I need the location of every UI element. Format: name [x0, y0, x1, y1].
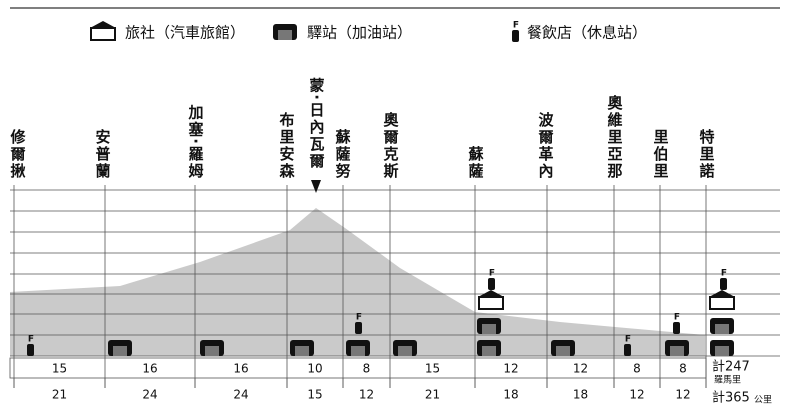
- station-door: [295, 346, 309, 356]
- legend-restaurant: 餐飲店（休息站）: [527, 24, 647, 42]
- km-label: 18: [573, 388, 588, 402]
- legend-hotel: 旅社（汽車旅館）: [125, 24, 245, 42]
- km-unit: 公里: [754, 395, 772, 406]
- town-name: 里伯里: [652, 129, 670, 180]
- station-door: [670, 346, 684, 356]
- km-label: 12: [629, 388, 644, 402]
- restaurant-icon: [720, 278, 727, 290]
- miles-label: 10: [307, 362, 322, 376]
- town-name: 奧維里亞那: [606, 94, 624, 180]
- town-name: 加塞·羅姆: [187, 104, 205, 180]
- hotel-icon: [90, 27, 116, 41]
- station-door: [715, 346, 729, 356]
- hotel-roof: [90, 21, 116, 28]
- restaurant-icon: [624, 344, 631, 356]
- station-door: [278, 30, 292, 40]
- hotel-icon: [478, 296, 504, 310]
- restaurant-icon: [355, 322, 362, 334]
- km-label: 15: [307, 388, 322, 402]
- station-door: [715, 324, 729, 334]
- station-door: [398, 346, 412, 356]
- town-name: 特里諾: [698, 128, 716, 180]
- restaurant-icon: [673, 322, 680, 334]
- town-name: 蘇薩努: [334, 128, 352, 180]
- restaurant-flag: F: [28, 335, 34, 345]
- town-name: 奧爾克斯: [382, 111, 400, 180]
- total-km: 計365: [712, 390, 750, 406]
- hotel-roof: [478, 290, 504, 297]
- miles-label: 8: [633, 362, 641, 376]
- km-label: 21: [425, 388, 440, 402]
- town-name: 安普蘭: [94, 128, 112, 180]
- restaurant-flag: F: [513, 21, 519, 31]
- elevation-profile: [10, 208, 705, 356]
- icons: F F F F F F F: [27, 21, 735, 356]
- restaurant-flag: F: [489, 269, 495, 279]
- grid: [9, 185, 780, 388]
- miles-label: 16: [142, 362, 157, 376]
- miles-unit: 羅馬里: [714, 375, 741, 386]
- town-name: 布里安森: [278, 111, 296, 180]
- station-door: [556, 346, 570, 356]
- distance-band: [9, 357, 707, 379]
- station-door: [351, 346, 365, 356]
- restaurant-icon: [488, 278, 495, 290]
- restaurant-flag: F: [674, 313, 680, 323]
- miles-label: 12: [573, 362, 588, 376]
- km-label: 21: [52, 388, 67, 402]
- miles-label: 15: [425, 362, 440, 376]
- miles-label: 16: [233, 362, 248, 376]
- pass-marker: [311, 180, 321, 193]
- restaurant-flag: F: [356, 313, 362, 323]
- station-door: [205, 346, 219, 356]
- town-name: 波爾革內: [537, 111, 555, 180]
- miles-label: 8: [363, 362, 371, 376]
- restaurant-icon: [27, 344, 34, 356]
- town-name: 蒙·日內瓦爾: [308, 76, 326, 170]
- hotel-roof: [709, 290, 735, 297]
- km-label: 18: [503, 388, 518, 402]
- hotel-icon: [709, 296, 735, 310]
- station-door: [113, 346, 127, 356]
- km-label: 24: [142, 388, 157, 402]
- km-label: 12: [359, 388, 374, 402]
- town-name: 修爾揪: [9, 128, 27, 180]
- restaurant-flag: F: [721, 269, 727, 279]
- miles-label: 12: [503, 362, 518, 376]
- town-name: 蘇薩: [467, 145, 485, 180]
- miles-label: 8: [679, 362, 687, 376]
- total-miles: 計247: [712, 359, 750, 375]
- miles-label: 15: [52, 362, 67, 376]
- station-door: [482, 346, 496, 356]
- restaurant-icon: [512, 30, 519, 42]
- km-label: 12: [675, 388, 690, 402]
- restaurant-flag: F: [625, 335, 631, 345]
- km-label: 24: [233, 388, 248, 402]
- legend-station: 驛站（加油站）: [307, 24, 412, 42]
- station-door: [482, 324, 496, 334]
